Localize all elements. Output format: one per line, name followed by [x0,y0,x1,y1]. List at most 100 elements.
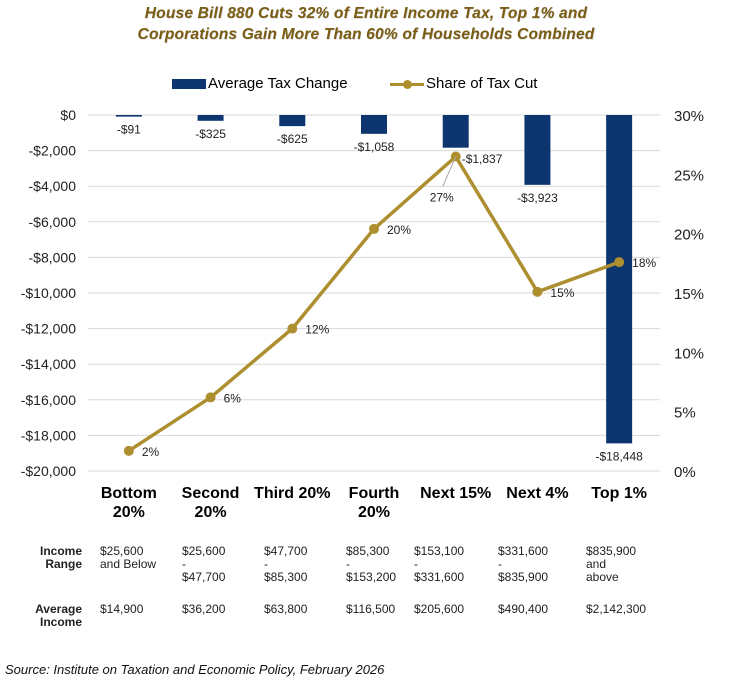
legend-item-average-tax-change: Average Tax Change [172,75,348,92]
category-label: Second 20% [166,484,256,522]
left-tick-label: -$6,000 [29,214,77,230]
right-tick-label: 5% [674,405,696,422]
bar [606,115,633,444]
table-cell: $85,300 - $153,200 [346,544,397,584]
table-cell: $490,400 [498,602,549,616]
right-tick-label: 15% [674,286,704,303]
table-cell: $835,900 and above [586,544,637,584]
line-point [532,286,543,297]
category-label-line: Next 4% [506,485,569,502]
table-row-label-line: Range [45,557,82,571]
category-label: Next 4% [492,484,582,503]
table-cell: $63,800 [264,602,308,616]
line-data-label: 27% [430,191,454,205]
table-cell: $2,142,300 [586,602,647,616]
category-label-line: Top 1% [591,485,647,502]
bar-data-label: -$91 [117,123,141,137]
table-cell: $25,600 - $47,700 [182,544,226,584]
legend-bar-swatch-icon [172,78,206,89]
category-label: Third 20% [247,484,337,503]
bar-data-label: -$625 [277,132,308,146]
category-label-line: 20% [194,504,227,521]
right-tick-label: 20% [674,227,704,244]
line-data-label: 2% [142,445,160,459]
line-point [287,323,298,334]
table-cell: $14,900 [100,602,144,616]
line-data-label: 18% [632,256,656,270]
left-tick-label: -$4,000 [29,178,77,194]
table-row-label-line: Income [39,544,82,558]
bar-data-labels: -$91 -$325 -$625 -$1,058 -$1,837 -$3,923 -$18,… [117,123,643,464]
legend-label-share-of-tax-cut: Share of Tax Cut [426,75,538,92]
category-label: Fourth 20% [329,484,419,522]
right-axis-ticks: 30% 25% 20% 15% 10% 5% 0% [674,108,704,481]
table-cell: $153,100 - $331,600 [414,544,465,584]
line-data-label: 15% [550,286,574,300]
bar-data-label: -$1,837 [462,152,503,166]
table-row-label-line: Income [39,615,82,629]
category-label: Top 1% [574,484,664,503]
left-tick-label: -$20,000 [21,463,76,479]
left-tick-label: -$14,000 [21,356,76,372]
category-label-line: Bottom [100,485,157,502]
chart-title-line-1: House Bill 880 Cuts 32% of Entire Income… [144,5,588,22]
line-point [123,445,134,456]
bar-data-label: -$325 [195,127,226,141]
category-label: Bottom 20% [84,484,174,522]
line-point [369,223,379,234]
bar [279,115,306,127]
table-cell: $36,200 [182,602,226,616]
right-tick-label: 25% [674,167,704,184]
legend-line-marker-icon [390,76,424,92]
line-data-label: 6% [224,391,242,405]
leader-line [442,156,457,187]
left-tick-label: -$16,000 [21,392,76,408]
bar [115,115,142,117]
bar [361,115,387,134]
legend-label-average-tax-change: Average Tax Change [208,75,348,92]
category-label-line: Next 15% [420,485,492,502]
bar-data-label: -$3,923 [517,191,558,205]
bar [197,115,224,121]
line-data-label: 20% [387,223,411,237]
right-tick-label: 0% [674,464,696,481]
left-tick-label: -$18,000 [21,427,76,443]
left-tick-label: -$10,000 [21,285,76,301]
chart-title: House Bill 880 Cuts 32% of Entire Income… [0,3,732,45]
left-tick-label: -$2,000 [29,143,77,159]
category-label-line: 20% [357,504,391,521]
category-label-line: Third 20% [254,485,331,502]
left-tick-label: $0 [60,107,76,123]
line-data-label: 12% [305,323,329,337]
gridlines [88,114,660,472]
category-label: Next 15% [411,484,501,503]
bar-series-average-tax-change [115,115,633,444]
left-axis-ticks: $0 -$2,000 -$4,000 -$6,000 -$8,000 -$10,000 -$… [21,107,76,479]
table-cell: $47,700 - $85,300 [264,544,308,584]
left-tick-label: -$12,000 [21,321,76,337]
line-point [614,257,625,268]
bar [524,115,551,185]
source-note: Source: Institute on Taxation and Econom… [5,662,385,677]
chart-title-line-2: Corporations Gain More Than 60% of House… [137,26,595,43]
table-cell: $205,600 [414,602,465,616]
category-label-line: 20% [112,504,145,521]
bar [442,115,469,148]
bar-data-label: -$1,058 [354,140,395,154]
right-tick-label: 30% [674,108,704,125]
line-point [205,392,216,403]
line-series-share-of-tax-cut [123,151,625,456]
table-cell: $331,600 - $835,900 [498,544,549,584]
table-row-label: Income Range [10,545,82,571]
category-label-line: Fourth [348,485,400,502]
table-row-label: Average Income [10,603,82,629]
table-row-label-line: Average [35,602,82,616]
bar-data-label: -$18,448 [595,449,643,463]
table-cell: $25,600 and Below [100,544,157,571]
legend-item-share-of-tax-cut: Share of Tax Cut [390,75,537,92]
table-cell: $116,500 [346,602,396,616]
line-data-labels: 2% 6% 12% 20% 27% 15% 18% [142,156,656,459]
right-tick-label: 10% [674,345,704,362]
left-tick-label: -$8,000 [29,249,77,265]
